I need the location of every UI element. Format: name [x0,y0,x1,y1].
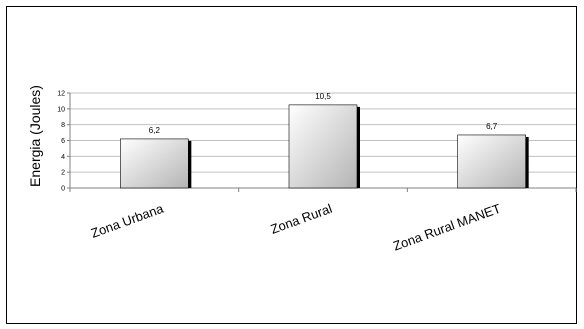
y-tick-label: 0 [61,186,65,193]
category-label: Zona Rural MANET [391,201,503,254]
data-label: 6,7 [486,122,498,131]
category-label: Zona Rural [268,201,334,237]
data-label: 6,2 [149,126,161,135]
bars [120,104,529,189]
bar [120,138,189,189]
y-axis-label: Energia (Joules) [27,85,43,187]
y-tick-label: 2 [61,170,65,177]
y-tick-label: 10 [57,106,65,113]
y-tick-label: 12 [57,91,65,98]
category-label: Zona Urbana [89,200,166,240]
y-tick-label: 4 [61,154,65,161]
bar [457,134,526,189]
y-tick-label: 6 [61,138,65,145]
data-label: 10,5 [315,92,331,101]
bar [288,104,358,189]
y-tick-label: 8 [61,122,65,129]
